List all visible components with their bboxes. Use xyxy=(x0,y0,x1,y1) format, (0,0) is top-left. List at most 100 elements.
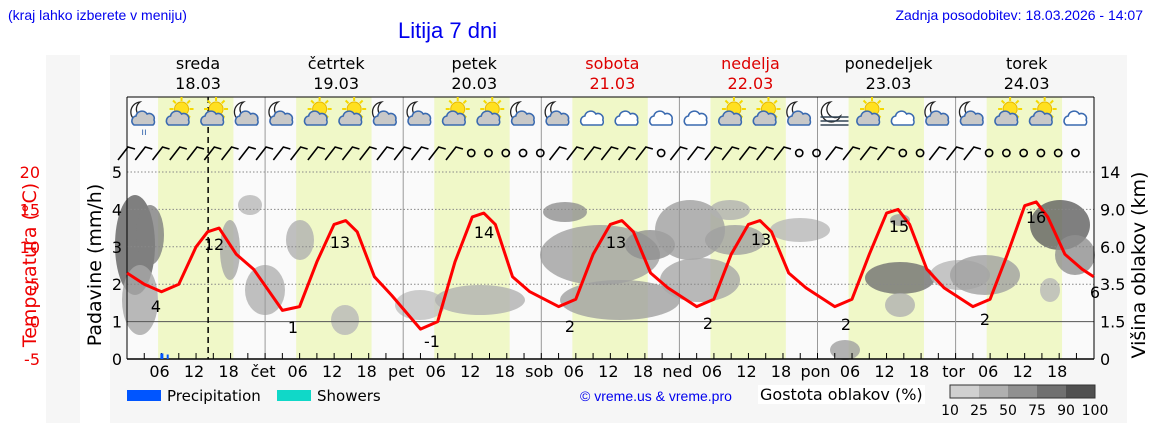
max-temp-label: 14 xyxy=(474,223,494,242)
x-tick-label: tor xyxy=(942,362,965,381)
sun-ray xyxy=(344,99,350,105)
moon-cloud-icon xyxy=(233,101,259,126)
wind-barb-icon xyxy=(376,146,395,161)
day-name: ponedeljek xyxy=(845,54,934,73)
sun-cloud-icon xyxy=(165,97,194,126)
sun-ray xyxy=(773,99,778,105)
x-tick-label: 18 xyxy=(633,362,653,381)
rain-icon: ıı xyxy=(141,127,147,138)
min-temp-label: 2 xyxy=(565,317,575,336)
cloud-icon xyxy=(441,110,466,126)
moon-cloud-icon xyxy=(268,101,294,126)
sun-ray xyxy=(359,99,364,105)
cloud-icon xyxy=(718,110,743,126)
wind-barb-icon xyxy=(238,146,257,161)
cloud-density-area xyxy=(543,202,587,222)
sun-ray xyxy=(186,99,191,105)
wind-barb-icon xyxy=(583,146,602,161)
wind-barb-icon xyxy=(635,146,654,161)
calm-wind-icon xyxy=(466,148,476,158)
min-temp-label: -1 xyxy=(424,332,440,351)
cloud-height-tick: 1.5 xyxy=(1100,313,1125,332)
wind-barb-icon xyxy=(151,146,170,161)
cloud-density-area xyxy=(435,285,525,315)
end-temp-label: 6 xyxy=(1090,283,1100,302)
calm-wind-icon xyxy=(915,148,925,158)
sun-ray xyxy=(1049,99,1054,105)
cloud-density-area xyxy=(950,255,1020,295)
precipitation-legend-label: Precipitation xyxy=(167,387,261,405)
temperature-axis-panel xyxy=(46,55,80,423)
sun-ray xyxy=(1000,99,1006,105)
location-hint: (kraj lahko izberete v meniju) xyxy=(8,7,187,23)
cloud-height-tick: 9.0 xyxy=(1100,200,1125,219)
x-tick-label: ned xyxy=(662,362,692,381)
sun-cloud-icon xyxy=(718,97,746,126)
cloud-icon xyxy=(648,110,674,126)
x-tick-label: 06 xyxy=(840,362,860,381)
showers-swatch xyxy=(277,390,311,401)
cloud-density-area xyxy=(238,195,262,215)
cloud-density-tick: 10 xyxy=(941,403,959,419)
min-temp-label: 2 xyxy=(980,310,990,329)
cloud-icon xyxy=(1063,110,1088,126)
wind-barb-icon xyxy=(842,146,861,161)
day-name: sreda xyxy=(176,54,220,73)
cloud-icon xyxy=(959,110,984,126)
x-tick-label: 12 xyxy=(1012,362,1032,381)
x-tick-label: 06 xyxy=(564,362,584,381)
sun-cloud-icon xyxy=(303,97,332,126)
day-date: 22.03 xyxy=(728,74,774,93)
daylight-band xyxy=(848,97,924,359)
sun-cloud-icon xyxy=(338,97,367,126)
wind-barb-icon xyxy=(548,146,567,161)
sun-cloud-icon xyxy=(752,97,781,126)
moon-fog-icon xyxy=(820,101,849,126)
cloud-icon xyxy=(510,110,536,126)
sun-ray xyxy=(724,99,729,105)
wind-barb-icon xyxy=(169,146,188,161)
wind-barb-icon xyxy=(255,146,274,161)
max-temp-label: 12 xyxy=(204,235,224,254)
sun-ray xyxy=(483,99,488,105)
calm-wind-icon xyxy=(501,148,511,158)
cloud-icon xyxy=(994,110,1019,126)
min-temp-label: 2 xyxy=(703,314,713,333)
calm-wind-icon xyxy=(794,148,804,158)
x-tick-label: 06 xyxy=(978,362,998,381)
min-temp-label: 4 xyxy=(151,297,161,316)
cloud-density-scale-border xyxy=(949,384,1096,399)
sun-ray xyxy=(172,99,177,105)
moon-cloud-icon xyxy=(406,101,432,126)
cloud-density-area xyxy=(660,258,740,302)
cloud-height-tick: 3.5 xyxy=(1100,275,1125,294)
x-tick-label: pet xyxy=(388,362,414,381)
wind-barb-icon xyxy=(876,146,895,161)
wind-barb-icon xyxy=(687,146,705,161)
x-tick-label: 12 xyxy=(874,362,894,381)
wind-barb-icon xyxy=(186,146,205,161)
x-tick-label: 06 xyxy=(426,362,446,381)
cloud-icon xyxy=(752,110,777,126)
wind-barb-icon xyxy=(272,146,291,161)
credit-link[interactable]: © vreme.us & vreme.pro xyxy=(580,388,732,404)
precip-tick: 1 xyxy=(112,313,122,332)
moon-cloud-icon xyxy=(924,101,950,126)
cloud-icon xyxy=(648,110,674,126)
temperature-tick: 10 xyxy=(20,238,40,257)
cloud-density-label: Gostota oblakov (%) xyxy=(758,385,925,404)
cloud-icon xyxy=(925,110,950,126)
last-updated: Zadnja posodobitev: 18.03.2026 - 14:07 xyxy=(895,7,1143,23)
wind-barb-icon xyxy=(410,146,429,161)
max-temp-label: 16 xyxy=(1026,208,1046,227)
cloud-icon xyxy=(1063,110,1088,126)
wind-barb-icon xyxy=(945,146,964,161)
cloud-density-swatch xyxy=(1066,385,1095,398)
cloud-height-tick: 0 xyxy=(1100,350,1110,369)
min-temp-label: 2 xyxy=(841,315,851,334)
calm-wind-icon xyxy=(1001,148,1011,158)
wind-barb-icon xyxy=(825,146,843,161)
day-name: nedelja xyxy=(721,54,780,73)
calm-wind-icon xyxy=(535,148,545,158)
x-tick-label: 12 xyxy=(322,362,342,381)
